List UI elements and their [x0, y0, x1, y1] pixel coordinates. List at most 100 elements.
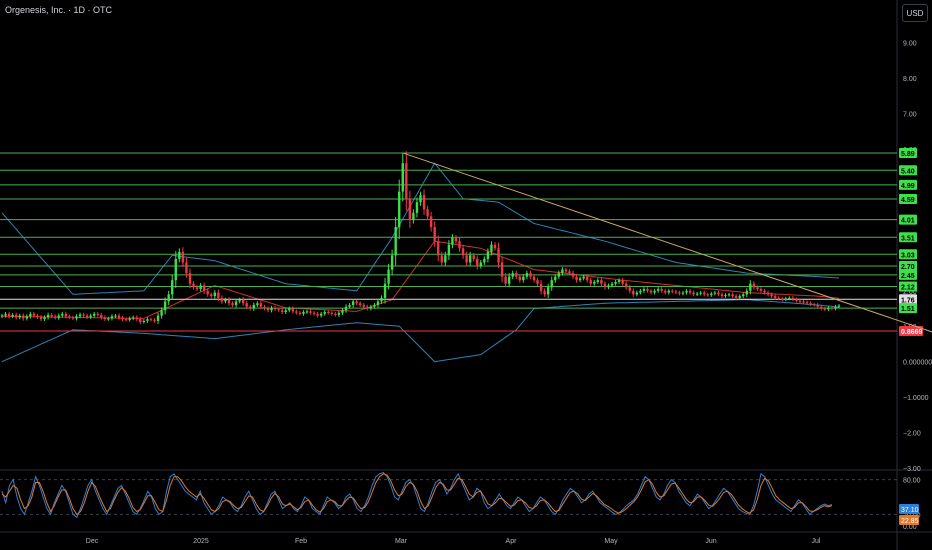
- candle-body: [468, 255, 472, 263]
- candle-body: [773, 296, 777, 298]
- candle-body: [50, 314, 53, 317]
- candle-body: [114, 315, 117, 317]
- level-price-label: 5.40: [901, 168, 915, 175]
- candle-body: [593, 281, 596, 284]
- candle-body: [426, 209, 429, 217]
- candle-body: [525, 273, 529, 277]
- candle-body: [344, 306, 348, 311]
- candle-body: [465, 255, 468, 263]
- candle-body: [252, 304, 256, 309]
- candle-body: [678, 292, 681, 294]
- candle-body: [121, 317, 124, 320]
- level-price-label: 1.51: [901, 306, 915, 313]
- candle-body: [522, 276, 525, 281]
- x-tick-label: Apr: [506, 538, 518, 545]
- x-tick-label: Dec: [86, 538, 99, 545]
- candle-body: [479, 262, 482, 266]
- candle-body: [578, 278, 582, 281]
- candle-body: [820, 306, 823, 309]
- candle-body: [617, 280, 621, 282]
- candle-body: [405, 163, 408, 199]
- candle-body: [486, 251, 490, 259]
- candle-body: [11, 314, 14, 317]
- candle-body: [135, 317, 138, 320]
- candle-body: [561, 269, 564, 274]
- candle-body: [312, 312, 316, 314]
- candle-body: [589, 280, 592, 284]
- candle-body: [546, 287, 550, 295]
- candle-body: [422, 195, 426, 210]
- candle-body: [68, 316, 71, 318]
- candle-body: [639, 290, 642, 293]
- candle-body: [518, 276, 522, 281]
- candle-body: [277, 309, 280, 311]
- x-tick-label: Jun: [705, 538, 716, 545]
- candle-body: [511, 273, 514, 277]
- candle-body: [334, 313, 337, 315]
- candle-body: [117, 315, 121, 318]
- candle-body: [337, 312, 341, 315]
- stoch-d-value: 22.85: [901, 518, 919, 525]
- candle-body: [380, 297, 383, 302]
- candle-body: [461, 248, 465, 256]
- candle-body: [46, 314, 50, 318]
- candle-body: [823, 308, 827, 310]
- candle-body: [373, 304, 376, 307]
- level-price-label: 1.76: [901, 297, 915, 304]
- candle-body: [110, 316, 114, 319]
- candle-body: [266, 308, 270, 311]
- stoch-k-value: 37.10: [901, 507, 919, 514]
- level-price-tag: [899, 232, 917, 243]
- candle-body: [302, 312, 305, 314]
- candle-body: [376, 301, 380, 305]
- candle-body: [504, 276, 507, 284]
- candle-body: [635, 292, 639, 295]
- level-price-tag: [899, 281, 917, 292]
- candle-body: [493, 244, 497, 249]
- candle-body: [61, 313, 64, 316]
- candle-body: [64, 313, 68, 317]
- candle-body: [805, 302, 809, 304]
- stoch-k-line: [1, 472, 833, 519]
- candle-body: [554, 276, 557, 281]
- level-price-label: 5.89: [901, 151, 915, 158]
- candle-body: [607, 285, 610, 288]
- candle-body: [4, 313, 7, 316]
- candle-body: [667, 290, 670, 293]
- candle-body: [199, 285, 202, 290]
- candle-body: [241, 299, 245, 304]
- candle-body: [550, 280, 553, 288]
- y-tick-label: 7.00: [903, 112, 917, 119]
- currency-button[interactable]: USD: [902, 4, 928, 22]
- candle-body: [738, 296, 741, 298]
- candle-body: [681, 292, 685, 294]
- candle-body: [415, 202, 419, 213]
- candle-body: [185, 262, 188, 274]
- chart-title: Orgenesis, Inc. · 1D · OTC: [5, 5, 113, 15]
- candle-body: [36, 315, 39, 318]
- candle-body: [440, 255, 443, 263]
- candle-body: [646, 289, 649, 291]
- stoch-k-tag: [899, 504, 919, 514]
- candle-body: [788, 297, 791, 299]
- candle-body: [756, 287, 759, 290]
- candle-body: [14, 314, 18, 318]
- candle-body: [408, 198, 412, 220]
- candle-body: [568, 271, 571, 274]
- candle-body: [632, 290, 635, 295]
- candle-body: [394, 227, 397, 256]
- candle-body: [451, 237, 454, 245]
- candle-body: [355, 301, 358, 304]
- candle-body: [759, 289, 763, 291]
- level-price-tag: [899, 249, 917, 260]
- candle-body: [656, 289, 660, 291]
- candle-body: [812, 304, 816, 306]
- candle-body: [259, 303, 263, 307]
- candle-body: [685, 290, 688, 293]
- y-tick-label: 2.00: [903, 289, 917, 296]
- candle-body: [284, 310, 287, 313]
- candle-body: [830, 307, 834, 309]
- level-price-tag: [899, 214, 917, 225]
- candle-body: [419, 195, 422, 203]
